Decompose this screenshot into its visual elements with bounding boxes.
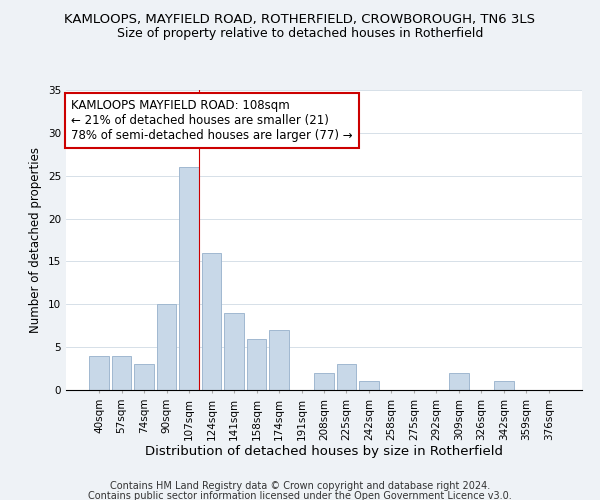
Bar bbox=[202, 253, 221, 390]
Bar bbox=[359, 382, 379, 390]
Text: KAMLOOPS MAYFIELD ROAD: 108sqm
← 21% of detached houses are smaller (21)
78% of : KAMLOOPS MAYFIELD ROAD: 108sqm ← 21% of … bbox=[71, 99, 353, 142]
Y-axis label: Number of detached properties: Number of detached properties bbox=[29, 147, 43, 333]
Bar bbox=[157, 304, 176, 390]
Text: KAMLOOPS, MAYFIELD ROAD, ROTHERFIELD, CROWBOROUGH, TN6 3LS: KAMLOOPS, MAYFIELD ROAD, ROTHERFIELD, CR… bbox=[65, 12, 536, 26]
Text: Size of property relative to detached houses in Rotherfield: Size of property relative to detached ho… bbox=[117, 28, 483, 40]
Bar bbox=[337, 364, 356, 390]
X-axis label: Distribution of detached houses by size in Rotherfield: Distribution of detached houses by size … bbox=[145, 446, 503, 458]
Bar bbox=[269, 330, 289, 390]
Text: Contains public sector information licensed under the Open Government Licence v3: Contains public sector information licen… bbox=[88, 491, 512, 500]
Bar bbox=[179, 167, 199, 390]
Text: Contains HM Land Registry data © Crown copyright and database right 2024.: Contains HM Land Registry data © Crown c… bbox=[110, 481, 490, 491]
Bar bbox=[112, 356, 131, 390]
Bar bbox=[314, 373, 334, 390]
Bar bbox=[494, 382, 514, 390]
Bar bbox=[224, 313, 244, 390]
Bar bbox=[134, 364, 154, 390]
Bar bbox=[247, 338, 266, 390]
Bar bbox=[89, 356, 109, 390]
Bar bbox=[449, 373, 469, 390]
